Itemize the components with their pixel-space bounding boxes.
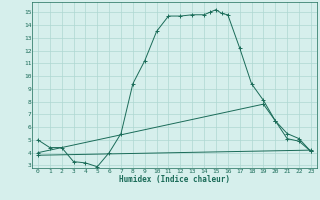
X-axis label: Humidex (Indice chaleur): Humidex (Indice chaleur) (119, 175, 230, 184)
